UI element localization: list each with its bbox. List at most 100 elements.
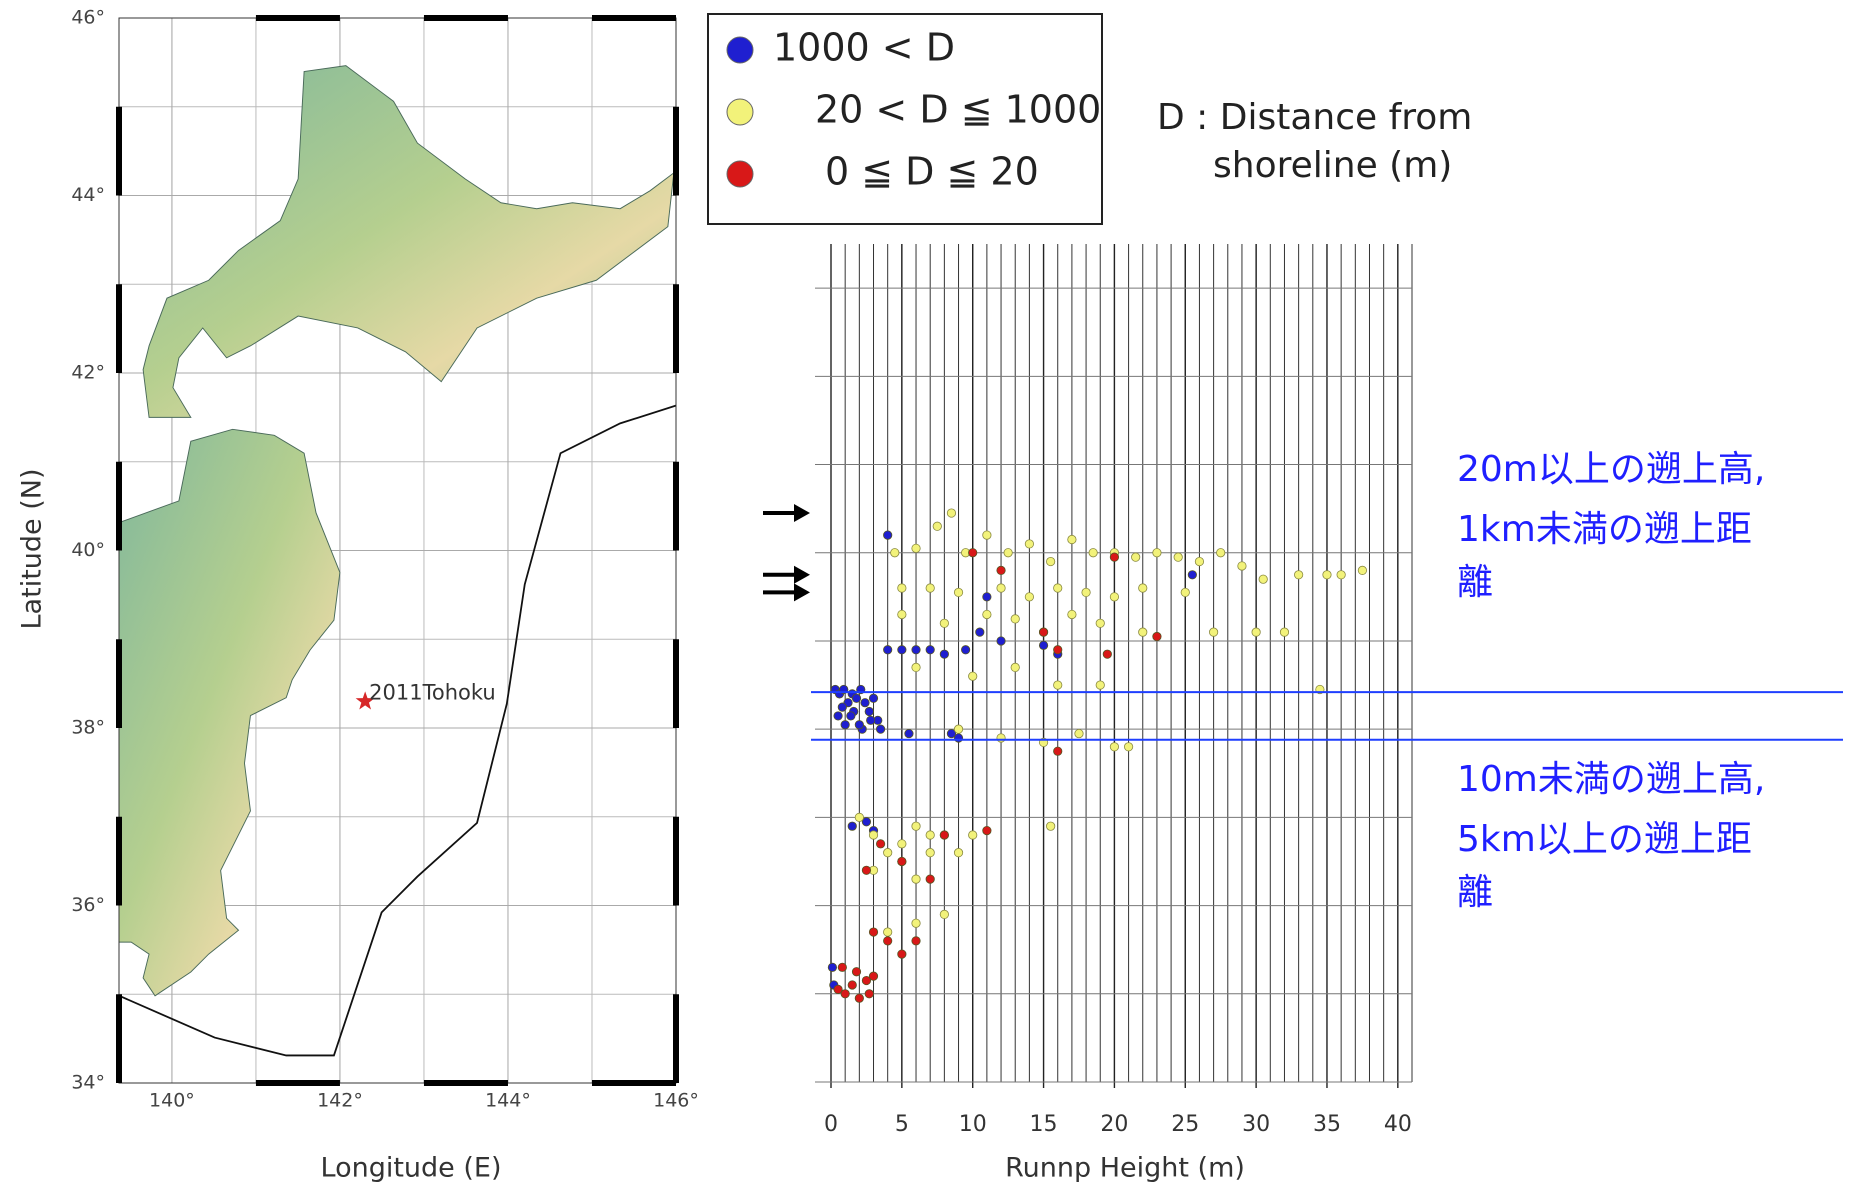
- point: [983, 610, 991, 618]
- y-tick-label: 36°: [71, 894, 105, 916]
- x-tick-label: 140°: [149, 1090, 195, 1112]
- point: [1103, 650, 1111, 658]
- legend-marker: [727, 99, 753, 125]
- x-tick-label: 144°: [485, 1090, 531, 1112]
- point: [1046, 822, 1054, 830]
- point: [997, 584, 1005, 592]
- point: [912, 663, 920, 671]
- point: [869, 928, 877, 936]
- point: [876, 840, 884, 848]
- legend-marker: [727, 161, 753, 187]
- annotation: 1km未満の遡上距: [1457, 509, 1752, 550]
- epicenter-label: 2011Tohoku: [369, 680, 496, 704]
- point: [1181, 588, 1189, 596]
- point: [866, 716, 874, 724]
- point: [1039, 641, 1047, 649]
- point: [1238, 562, 1246, 570]
- point: [883, 937, 891, 945]
- point: [1096, 619, 1104, 627]
- point: [838, 703, 846, 711]
- y-tick-label: 44°: [71, 184, 105, 206]
- point: [912, 937, 920, 945]
- point: [926, 875, 934, 883]
- point: [954, 848, 962, 856]
- point: [983, 531, 991, 539]
- point: [1139, 584, 1147, 592]
- point: [983, 593, 991, 601]
- annotation: 離: [1457, 562, 1493, 603]
- point: [997, 734, 1005, 742]
- point: [1131, 553, 1139, 561]
- point: [947, 509, 955, 517]
- point: [1039, 628, 1047, 636]
- point: [1011, 615, 1019, 623]
- point: [969, 549, 977, 557]
- point: [852, 694, 860, 702]
- point: [1124, 743, 1132, 751]
- point: [1337, 571, 1345, 579]
- point: [861, 698, 869, 706]
- x-tick-label: 0: [824, 1112, 838, 1137]
- point: [883, 646, 891, 654]
- point: [1153, 632, 1161, 640]
- point: [1068, 535, 1076, 543]
- point: [1082, 588, 1090, 596]
- x-tick-label: 10: [959, 1112, 987, 1137]
- point: [997, 566, 1005, 574]
- point: [1216, 549, 1224, 557]
- point: [828, 963, 836, 971]
- point: [869, 694, 877, 702]
- point: [855, 994, 863, 1002]
- page: {"chart_data": [ {"type": "map", "xlabel…: [0, 0, 1870, 1188]
- point: [1110, 553, 1118, 561]
- point: [1054, 646, 1062, 654]
- point: [847, 712, 855, 720]
- point: [898, 584, 906, 592]
- honshu: [113, 429, 340, 995]
- point: [940, 910, 948, 918]
- point: [912, 544, 920, 552]
- point: [841, 990, 849, 998]
- x-tick-label: 40: [1384, 1112, 1412, 1137]
- point: [1075, 729, 1083, 737]
- point: [1252, 628, 1260, 636]
- point: [883, 928, 891, 936]
- point: [961, 646, 969, 654]
- point: [912, 822, 920, 830]
- point: [1153, 549, 1161, 557]
- point: [838, 963, 846, 971]
- point: [912, 646, 920, 654]
- annotation: 5km以上の遡上距: [1457, 819, 1752, 860]
- point: [869, 972, 877, 980]
- y-tick-label: 38°: [71, 717, 105, 739]
- legend-label: 1000 < D: [773, 26, 955, 70]
- point: [1259, 575, 1267, 583]
- point: [912, 875, 920, 883]
- point: [954, 734, 962, 742]
- y-tick-label: 46°: [71, 7, 105, 29]
- point: [1358, 566, 1366, 574]
- point: [852, 968, 860, 976]
- x-tick-label: 142°: [317, 1090, 363, 1112]
- point: [1294, 571, 1302, 579]
- annotation: 離: [1457, 872, 1493, 913]
- point: [848, 981, 856, 989]
- point: [883, 531, 891, 539]
- x-tick-label: 25: [1171, 1112, 1199, 1137]
- y-tick-label: 34°: [71, 1072, 105, 1094]
- figure: Longitude (E) Latitude (N) 1000 < D20 < …: [0, 0, 1870, 1188]
- point: [1004, 549, 1012, 557]
- point: [969, 831, 977, 839]
- point: [969, 672, 977, 680]
- legend-label: 20 < D ≦ 1000: [815, 88, 1101, 132]
- point: [926, 584, 934, 592]
- point: [1110, 593, 1118, 601]
- point: [1209, 628, 1217, 636]
- point: [1011, 663, 1019, 671]
- point: [926, 646, 934, 654]
- arrow-head: [794, 583, 810, 601]
- point: [898, 840, 906, 848]
- point: [898, 646, 906, 654]
- point: [848, 822, 856, 830]
- point: [940, 831, 948, 839]
